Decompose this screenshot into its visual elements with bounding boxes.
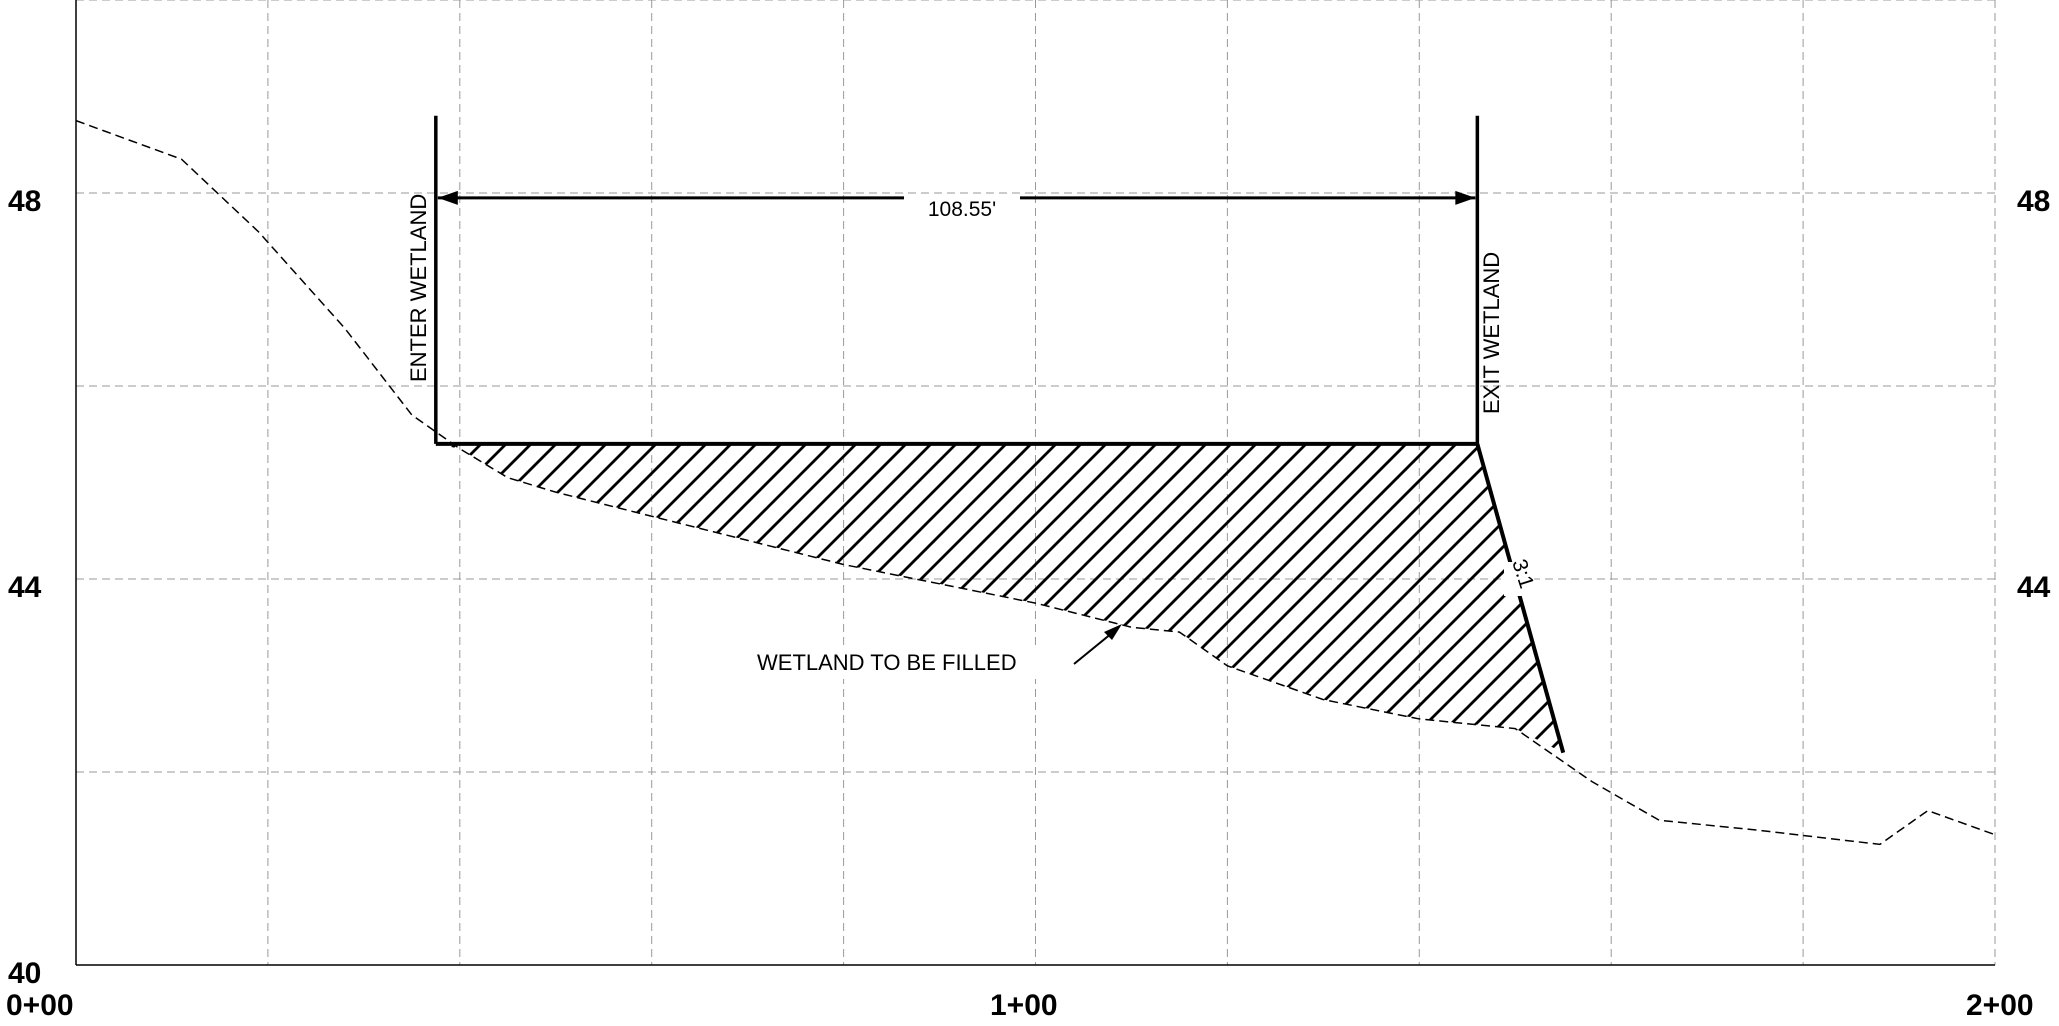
enter-wetland-label: ENTER WETLAND xyxy=(406,194,431,382)
dimension-arrow-left xyxy=(437,190,458,205)
fill-area xyxy=(435,443,1564,753)
wetland-fill-label: WETLAND TO BE FILLED xyxy=(757,650,1017,675)
plot-border xyxy=(75,0,1995,966)
dimension-arrow-right xyxy=(1455,190,1476,205)
y-label-48-left: 48 xyxy=(8,185,41,218)
existing-ground-line xyxy=(75,119,1996,846)
leader-arrow xyxy=(1073,624,1122,665)
dimension-label-mask xyxy=(904,194,1020,224)
y-label-44-right: 44 xyxy=(2017,571,2051,604)
y-label-44-left: 44 xyxy=(8,571,42,604)
y-label-40-left: 40 xyxy=(8,957,41,990)
dimension-label: 108.55' xyxy=(928,198,996,221)
x-label-200: 2+00 xyxy=(1966,989,2034,1022)
grid xyxy=(75,0,1996,965)
exit-wetland-label: EXIT WETLAND xyxy=(1479,252,1504,414)
side-slope-line xyxy=(1475,443,1566,754)
x-label-100: 1+00 xyxy=(990,989,1058,1022)
x-label-0: 0+00 xyxy=(6,989,74,1022)
y-label-48-right: 48 xyxy=(2017,185,2050,218)
fill-label-mask xyxy=(752,645,1076,679)
slope-label-mask xyxy=(1504,562,1534,596)
